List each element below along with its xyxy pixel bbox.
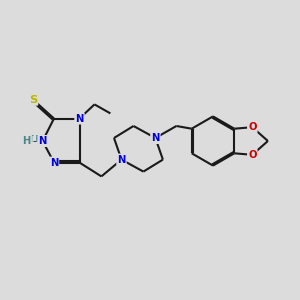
Text: N: N: [75, 113, 84, 124]
Text: S: S: [29, 94, 37, 105]
Text: N: N: [50, 158, 58, 168]
Text: N: N: [117, 154, 126, 165]
Text: O: O: [248, 150, 256, 160]
Text: O: O: [248, 122, 256, 132]
Text: H: H: [30, 135, 38, 144]
Text: N: N: [38, 136, 47, 146]
Text: -: -: [32, 136, 36, 146]
Text: H: H: [22, 136, 30, 146]
Text: N: N: [151, 133, 160, 143]
